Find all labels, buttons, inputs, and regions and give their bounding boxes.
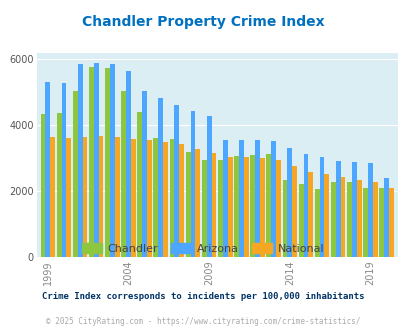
Bar	[110, 64, 115, 257]
Bar	[66, 138, 71, 257]
Bar	[169, 139, 174, 257]
Bar	[62, 83, 66, 257]
Bar	[340, 177, 345, 257]
Bar	[388, 188, 393, 257]
Bar	[89, 67, 94, 257]
Bar	[335, 161, 340, 257]
Bar	[287, 148, 292, 257]
Bar	[121, 91, 126, 257]
Bar	[351, 162, 356, 257]
Bar	[57, 113, 62, 257]
Bar	[367, 163, 372, 257]
Bar	[147, 140, 151, 257]
Bar	[356, 180, 361, 257]
Bar	[383, 178, 388, 257]
Bar	[234, 156, 239, 257]
Bar	[314, 189, 319, 257]
Bar	[137, 112, 142, 257]
Bar	[217, 160, 222, 257]
Bar	[45, 82, 50, 257]
Bar	[158, 98, 163, 257]
Bar	[362, 188, 367, 257]
Bar	[94, 63, 98, 257]
Bar	[346, 182, 351, 257]
Bar	[254, 140, 259, 257]
Bar	[174, 105, 179, 257]
Bar	[303, 154, 307, 257]
Bar	[82, 137, 87, 257]
Bar	[77, 64, 82, 257]
Bar	[271, 141, 275, 257]
Bar	[98, 136, 103, 257]
Legend: Chandler, Arizona, National: Chandler, Arizona, National	[77, 239, 328, 258]
Bar	[275, 160, 280, 257]
Bar	[324, 174, 328, 257]
Bar	[259, 158, 264, 257]
Bar	[282, 180, 287, 257]
Bar	[298, 184, 303, 257]
Text: Crime Index corresponds to incidents per 100,000 inhabitants: Crime Index corresponds to incidents per…	[42, 292, 363, 301]
Bar	[163, 142, 168, 257]
Bar	[50, 137, 55, 257]
Bar	[330, 182, 335, 257]
Bar	[239, 140, 243, 257]
Bar	[249, 155, 254, 257]
Bar	[130, 139, 135, 257]
Bar	[153, 138, 158, 257]
Text: Chandler Property Crime Index: Chandler Property Crime Index	[81, 15, 324, 29]
Bar	[40, 114, 45, 257]
Bar	[195, 149, 200, 257]
Bar	[115, 137, 119, 257]
Bar	[372, 182, 377, 257]
Bar	[243, 157, 248, 257]
Bar	[378, 188, 383, 257]
Bar	[211, 153, 216, 257]
Bar	[227, 157, 232, 257]
Bar	[319, 157, 324, 257]
Bar	[105, 68, 110, 257]
Bar	[206, 116, 211, 257]
Bar	[142, 91, 147, 257]
Bar	[307, 172, 312, 257]
Bar	[190, 111, 195, 257]
Bar	[201, 160, 206, 257]
Bar	[292, 166, 296, 257]
Text: © 2025 CityRating.com - https://www.cityrating.com/crime-statistics/: © 2025 CityRating.com - https://www.city…	[46, 317, 359, 326]
Bar	[179, 144, 184, 257]
Bar	[126, 71, 130, 257]
Bar	[266, 154, 271, 257]
Bar	[72, 91, 77, 257]
Bar	[185, 152, 190, 257]
Bar	[222, 140, 227, 257]
